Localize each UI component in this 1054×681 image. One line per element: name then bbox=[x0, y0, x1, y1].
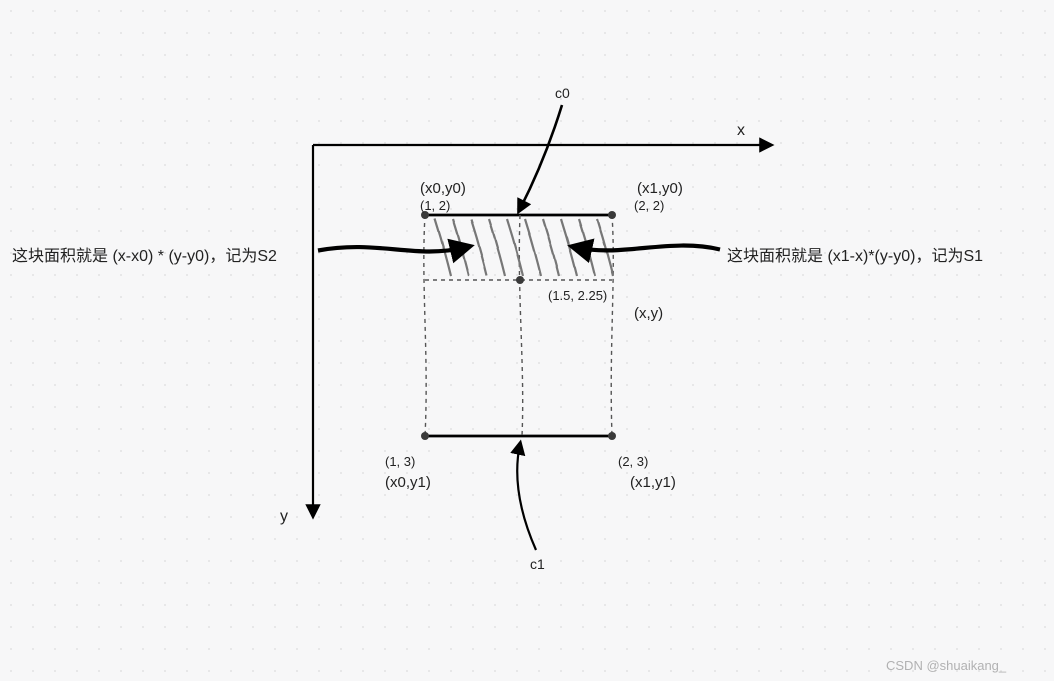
axis-label-x: x bbox=[737, 122, 745, 140]
annotation-s1: 这块面积就是 (x1-x)*(y-y0)，记为S1 bbox=[727, 242, 983, 266]
label-c1: c1 bbox=[530, 556, 545, 572]
point-label-br: (x1,y1) bbox=[630, 474, 676, 491]
point-label-tl: (x0,y0) bbox=[420, 180, 466, 197]
diagram-svg bbox=[0, 0, 1054, 681]
point-coord-tl: (1, 2) bbox=[420, 198, 450, 213]
point-coord-center: (1.5, 2.25) bbox=[548, 288, 607, 303]
watermark: CSDN @shuaikang_ bbox=[886, 658, 1006, 673]
point-coord-tr: (2, 2) bbox=[634, 198, 664, 213]
label-c0: c0 bbox=[555, 85, 570, 101]
point-label-tr: (x1,y0) bbox=[637, 180, 683, 197]
axis-label-y: y bbox=[280, 508, 288, 526]
point-label-bl: (x0,y1) bbox=[385, 474, 431, 491]
axes bbox=[313, 145, 770, 515]
annotation-s2: 这块面积就是 (x-x0) * (y-y0)，记为S2 bbox=[12, 242, 277, 266]
point-coord-br: (2, 3) bbox=[618, 454, 648, 469]
point-label-center: (x,y) bbox=[634, 305, 663, 322]
point-coord-bl: (1, 3) bbox=[385, 454, 415, 469]
